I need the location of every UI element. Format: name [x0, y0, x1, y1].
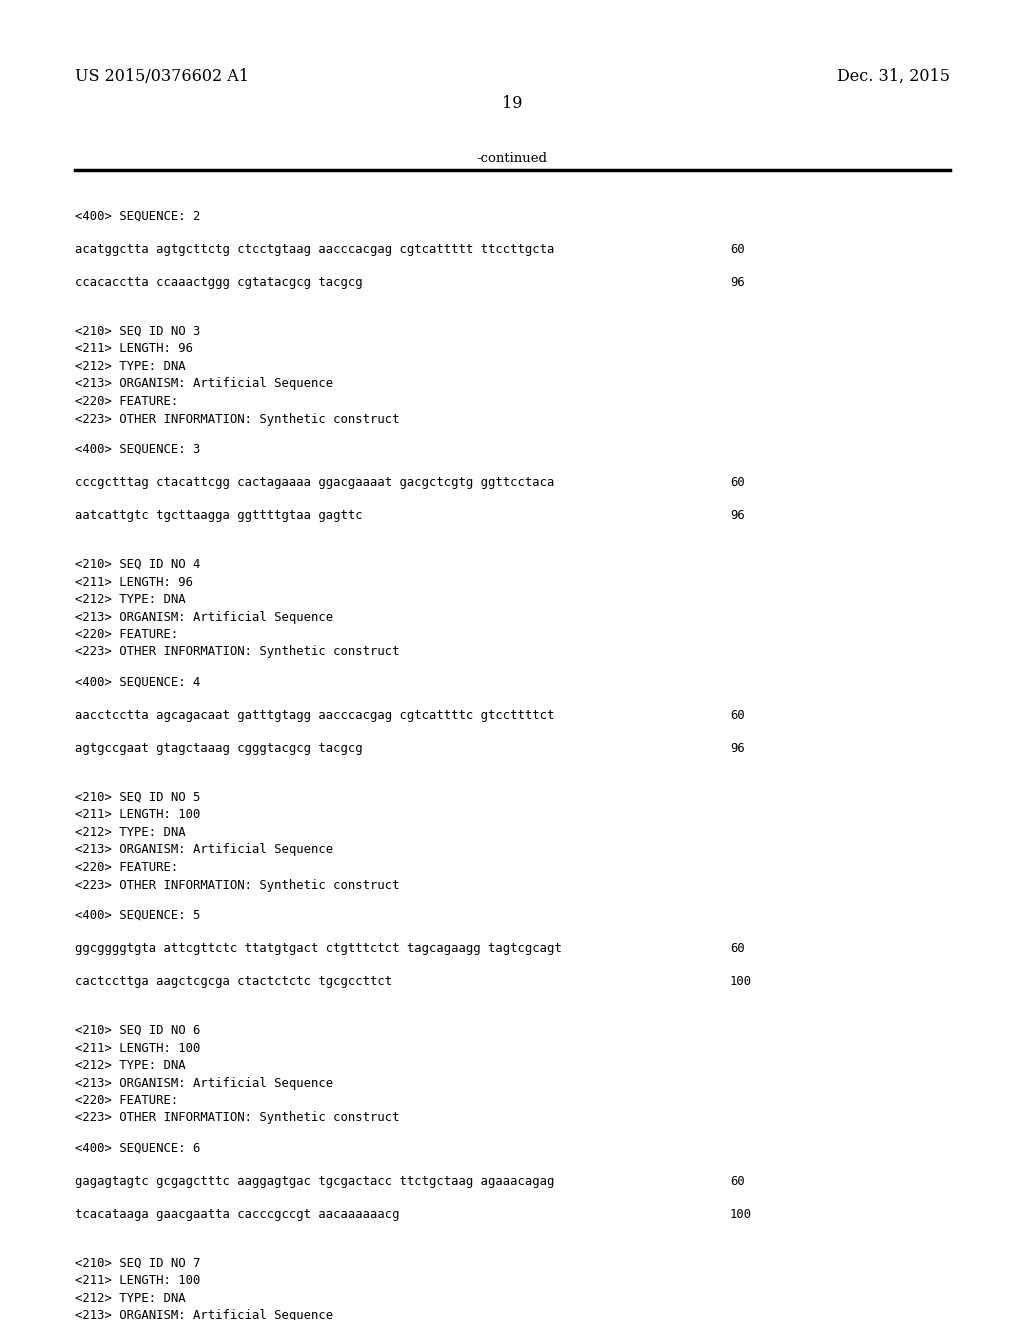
- Text: <400> SEQUENCE: 2: <400> SEQUENCE: 2: [75, 210, 201, 223]
- Text: ggcggggtgta attcgttctc ttatgtgact ctgtttctct tagcagaagg tagtcgcagt: ggcggggtgta attcgttctc ttatgtgact ctgttt…: [75, 942, 562, 954]
- Text: <212> TYPE: DNA: <212> TYPE: DNA: [75, 1059, 185, 1072]
- Text: <211> LENGTH: 96: <211> LENGTH: 96: [75, 576, 193, 589]
- Text: aatcattgtc tgcttaagga ggttttgtaa gagttc: aatcattgtc tgcttaagga ggttttgtaa gagttc: [75, 510, 362, 521]
- Text: <210> SEQ ID NO 7: <210> SEQ ID NO 7: [75, 1257, 201, 1270]
- Text: <212> TYPE: DNA: <212> TYPE: DNA: [75, 360, 185, 374]
- Text: <210> SEQ ID NO 5: <210> SEQ ID NO 5: [75, 791, 201, 804]
- Text: 60: 60: [730, 1175, 744, 1188]
- Text: <223> OTHER INFORMATION: Synthetic construct: <223> OTHER INFORMATION: Synthetic const…: [75, 1111, 399, 1125]
- Text: <220> FEATURE:: <220> FEATURE:: [75, 861, 178, 874]
- Text: <223> OTHER INFORMATION: Synthetic construct: <223> OTHER INFORMATION: Synthetic const…: [75, 412, 399, 425]
- Text: <223> OTHER INFORMATION: Synthetic construct: <223> OTHER INFORMATION: Synthetic const…: [75, 645, 399, 659]
- Text: <211> LENGTH: 100: <211> LENGTH: 100: [75, 808, 201, 821]
- Text: agtgccgaat gtagctaaag cgggtacgcg tacgcg: agtgccgaat gtagctaaag cgggtacgcg tacgcg: [75, 742, 362, 755]
- Text: 60: 60: [730, 477, 744, 488]
- Text: ccacacctta ccaaactggg cgtatacgcg tacgcg: ccacacctta ccaaactggg cgtatacgcg tacgcg: [75, 276, 362, 289]
- Text: <220> FEATURE:: <220> FEATURE:: [75, 1094, 178, 1107]
- Text: 96: 96: [730, 742, 744, 755]
- Text: -continued: -continued: [476, 152, 548, 165]
- Text: <212> TYPE: DNA: <212> TYPE: DNA: [75, 826, 185, 840]
- Text: 60: 60: [730, 243, 744, 256]
- Text: aacctcctta agcagacaat gatttgtagg aacccacgag cgtcattttc gtccttttct: aacctcctta agcagacaat gatttgtagg aacccac…: [75, 709, 554, 722]
- Text: tcacataaga gaacgaatta cacccgccgt aacaaaaaacg: tcacataaga gaacgaatta cacccgccgt aacaaaa…: [75, 1208, 399, 1221]
- Text: <211> LENGTH: 100: <211> LENGTH: 100: [75, 1275, 201, 1287]
- Text: 96: 96: [730, 276, 744, 289]
- Text: <213> ORGANISM: Artificial Sequence: <213> ORGANISM: Artificial Sequence: [75, 378, 333, 391]
- Text: <220> FEATURE:: <220> FEATURE:: [75, 628, 178, 642]
- Text: <213> ORGANISM: Artificial Sequence: <213> ORGANISM: Artificial Sequence: [75, 1309, 333, 1320]
- Text: 100: 100: [730, 1208, 752, 1221]
- Text: <400> SEQUENCE: 3: <400> SEQUENCE: 3: [75, 444, 201, 455]
- Text: <213> ORGANISM: Artificial Sequence: <213> ORGANISM: Artificial Sequence: [75, 1077, 333, 1089]
- Text: US 2015/0376602 A1: US 2015/0376602 A1: [75, 69, 249, 84]
- Text: 60: 60: [730, 942, 744, 954]
- Text: 60: 60: [730, 709, 744, 722]
- Text: 100: 100: [730, 975, 752, 987]
- Text: 19: 19: [502, 95, 522, 112]
- Text: <220> FEATURE:: <220> FEATURE:: [75, 395, 178, 408]
- Text: <400> SEQUENCE: 6: <400> SEQUENCE: 6: [75, 1142, 201, 1155]
- Text: <212> TYPE: DNA: <212> TYPE: DNA: [75, 593, 185, 606]
- Text: cactccttga aagctcgcga ctactctctc tgcgccttct: cactccttga aagctcgcga ctactctctc tgcgcct…: [75, 975, 392, 987]
- Text: gagagtagtc gcgagctttc aaggagtgac tgcgactacc ttctgctaag agaaacagag: gagagtagtc gcgagctttc aaggagtgac tgcgact…: [75, 1175, 554, 1188]
- Text: <210> SEQ ID NO 4: <210> SEQ ID NO 4: [75, 558, 201, 572]
- Text: Dec. 31, 2015: Dec. 31, 2015: [837, 69, 950, 84]
- Text: acatggctta agtgcttctg ctcctgtaag aacccacgag cgtcattttt ttccttgcta: acatggctta agtgcttctg ctcctgtaag aacccac…: [75, 243, 554, 256]
- Text: <213> ORGANISM: Artificial Sequence: <213> ORGANISM: Artificial Sequence: [75, 843, 333, 857]
- Text: <223> OTHER INFORMATION: Synthetic construct: <223> OTHER INFORMATION: Synthetic const…: [75, 879, 399, 891]
- Text: <400> SEQUENCE: 4: <400> SEQUENCE: 4: [75, 676, 201, 689]
- Text: <213> ORGANISM: Artificial Sequence: <213> ORGANISM: Artificial Sequence: [75, 610, 333, 623]
- Text: 96: 96: [730, 510, 744, 521]
- Text: <212> TYPE: DNA: <212> TYPE: DNA: [75, 1292, 185, 1305]
- Text: <210> SEQ ID NO 3: <210> SEQ ID NO 3: [75, 325, 201, 338]
- Text: <210> SEQ ID NO 6: <210> SEQ ID NO 6: [75, 1024, 201, 1038]
- Text: <211> LENGTH: 96: <211> LENGTH: 96: [75, 342, 193, 355]
- Text: <211> LENGTH: 100: <211> LENGTH: 100: [75, 1041, 201, 1055]
- Text: cccgctttag ctacattcgg cactagaaaa ggacgaaaat gacgctcgtg ggttcctaca: cccgctttag ctacattcgg cactagaaaa ggacgaa…: [75, 477, 554, 488]
- Text: <400> SEQUENCE: 5: <400> SEQUENCE: 5: [75, 909, 201, 921]
